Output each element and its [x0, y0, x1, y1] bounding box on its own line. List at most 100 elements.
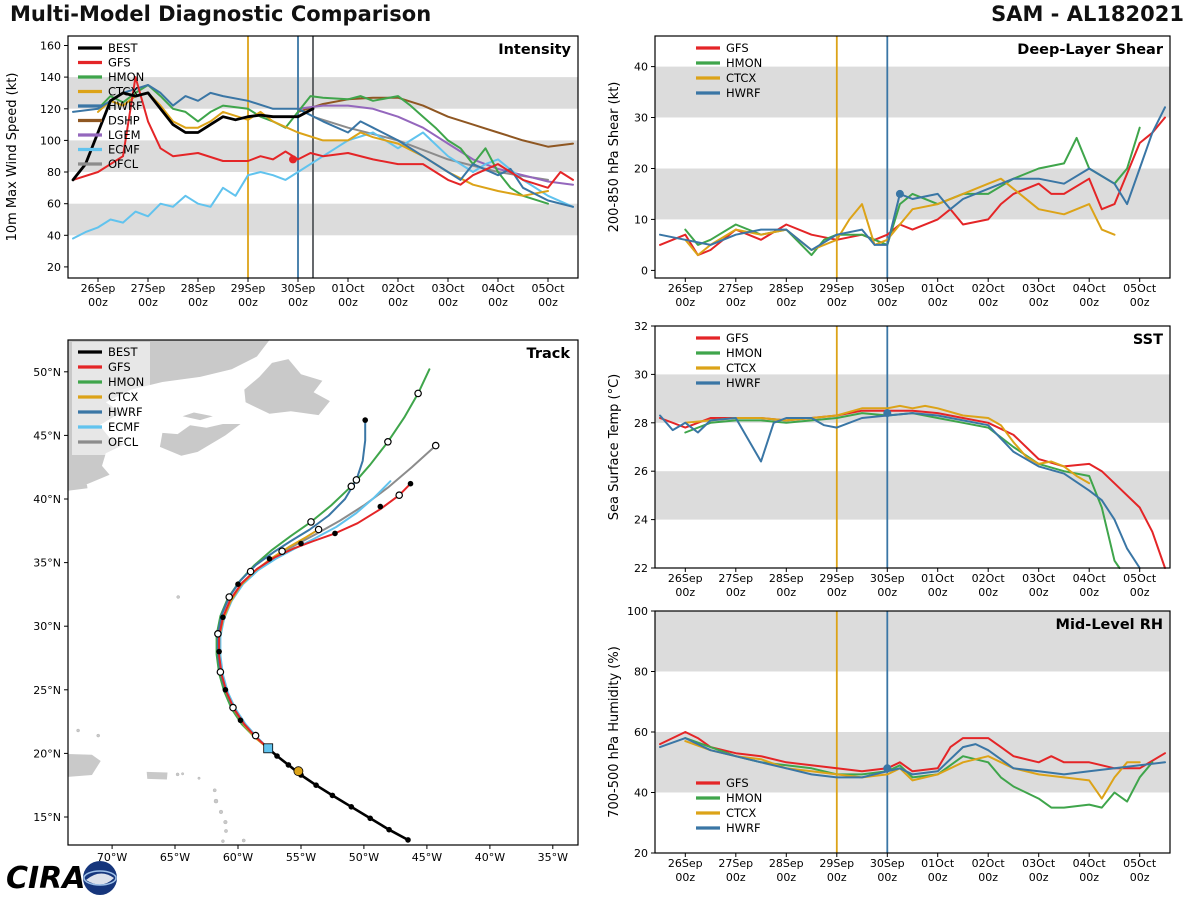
plot-frame	[654, 35, 1171, 279]
series-HWRF	[659, 737, 1166, 779]
svg-text:27Sep: 27Sep	[131, 282, 166, 295]
svg-text:00z: 00z	[88, 296, 108, 309]
svg-text:HWRF: HWRF	[108, 99, 143, 113]
svg-text:02Oct: 02Oct	[972, 572, 1006, 585]
svg-text:40°W: 40°W	[475, 851, 505, 864]
x-axis: 26Sep00z27Sep00z28Sep00z29Sep00z30Sep00z…	[668, 568, 1157, 599]
series-HMON	[684, 737, 1154, 809]
svg-text:29Sep: 29Sep	[231, 282, 266, 295]
svg-text:05Oct: 05Oct	[531, 282, 565, 295]
svg-text:26: 26	[634, 465, 648, 478]
plot-frame	[654, 325, 1171, 569]
series-HMON	[684, 412, 1121, 569]
svg-text:26Sep: 26Sep	[81, 282, 116, 295]
svg-text:03Oct: 03Oct	[1022, 857, 1056, 870]
svg-text:00z: 00z	[776, 586, 796, 599]
svg-text:140: 140	[40, 71, 61, 84]
svg-text:60: 60	[634, 726, 648, 739]
init-time-vlines	[835, 326, 889, 568]
svg-text:CTCX: CTCX	[726, 361, 756, 375]
svg-text:HWRF: HWRF	[726, 821, 761, 835]
svg-text:00z: 00z	[776, 296, 796, 309]
y-axis-label: 700-500 hPa Humidity (%)	[607, 646, 622, 818]
svg-text:HMON: HMON	[108, 375, 144, 389]
shade-bands	[655, 374, 1170, 520]
track-map: 15°N 20°N 25°N 30°N 35°N 40°N 45°N 50°N 70°W 65°W…	[33, 339, 579, 864]
svg-text:BEST: BEST	[108, 345, 138, 359]
init-time-vlines	[835, 36, 889, 278]
svg-text:DSHP: DSHP	[108, 114, 140, 128]
y-axis: 22 24 26 28 30 32	[634, 320, 655, 575]
svg-text:00z: 00z	[1079, 296, 1099, 309]
svg-text:GFS: GFS	[726, 41, 749, 55]
ocean	[68, 340, 578, 845]
lat-axis: 15°N 20°N 25°N 30°N 35°N 40°N 45°N 50°N	[33, 366, 68, 824]
svg-text:HMON: HMON	[726, 56, 762, 70]
svg-text:LGEM: LGEM	[108, 128, 141, 142]
svg-text:00z: 00z	[1029, 871, 1049, 884]
svg-text:01Oct: 01Oct	[331, 282, 365, 295]
svg-text:26Sep: 26Sep	[668, 857, 703, 870]
event-marker	[883, 764, 892, 773]
svg-text:HMON: HMON	[108, 70, 144, 84]
svg-text:20: 20	[47, 261, 61, 274]
svg-text:00z: 00z	[877, 871, 897, 884]
series-DSHP	[297, 96, 574, 148]
svg-text:30Sep: 30Sep	[870, 857, 905, 870]
svg-text:00z: 00z	[338, 296, 358, 309]
svg-text:120: 120	[40, 103, 61, 116]
svg-text:HMON: HMON	[726, 791, 762, 805]
svg-text:00z: 00z	[928, 586, 948, 599]
svg-text:29Sep: 29Sep	[819, 572, 854, 585]
cira-logo-graphic: CIRA	[6, 861, 117, 896]
event-marker	[895, 189, 904, 198]
series-GFS	[72, 76, 574, 189]
svg-text:45°N: 45°N	[33, 429, 61, 442]
svg-text:05Oct: 05Oct	[1123, 282, 1157, 295]
svg-text:00z: 00z	[188, 296, 208, 309]
series-BEST	[71, 91, 315, 182]
sst-panel: 22 24 26 28 30 32 26Sep 00z 27Sep 00z 28Sep 00z 29Se…	[600, 318, 1200, 610]
track-BEST	[266, 746, 410, 842]
svg-text:20: 20	[634, 847, 648, 860]
shear-panel: 0 10 20 30 40 26Sep 00z 27Sep 00z 28Sep 00z 29Sep 00…	[600, 28, 1200, 320]
svg-text:30Sep: 30Sep	[870, 572, 905, 585]
svg-text:32: 32	[634, 320, 648, 333]
svg-text:70°W: 70°W	[97, 851, 127, 864]
svg-text:29Sep: 29Sep	[819, 282, 854, 295]
cira-globe-ring	[83, 870, 117, 886]
x-axis: 26Sep00z27Sep00z28Sep00z29Sep00z30Sep00z…	[668, 853, 1157, 884]
cira-globe-swoosh	[86, 873, 114, 885]
series-ECMF	[72, 131, 574, 240]
svg-text:28Sep: 28Sep	[769, 857, 804, 870]
svg-text:00z: 00z	[1130, 586, 1150, 599]
svg-text:00z: 00z	[288, 296, 308, 309]
svg-text:55°W: 55°W	[286, 851, 316, 864]
x-axis: 26Sep00z27Sep00z28Sep00z29Sep00z30Sep00z…	[81, 278, 565, 309]
svg-text:02Oct: 02Oct	[972, 857, 1006, 870]
sst-chart: 22242628303226Sep00z27Sep00z28Sep00z29Se…	[607, 320, 1171, 599]
svg-text:02Oct: 02Oct	[381, 282, 415, 295]
svg-text:28Sep: 28Sep	[181, 282, 216, 295]
x-axis: 26Sep00z27Sep00z28Sep00z29Sep00z30Sep00z…	[668, 278, 1157, 309]
y-axis: 20 40 60 80 100 120 140 160	[40, 40, 68, 274]
series-LGEM	[297, 104, 574, 186]
svg-text:00z: 00z	[827, 871, 847, 884]
svg-text:01Oct: 01Oct	[921, 857, 955, 870]
svg-text:40: 40	[634, 787, 648, 800]
series-GFS	[659, 731, 1166, 773]
svg-text:00z: 00z	[138, 296, 158, 309]
panel-title: Deep-Layer Shear	[1017, 42, 1164, 58]
init-time-vlines	[835, 611, 889, 853]
svg-text:ECMF: ECMF	[108, 420, 140, 434]
svg-text:CTCX: CTCX	[726, 806, 756, 820]
svg-text:05Oct: 05Oct	[1123, 857, 1157, 870]
svg-text:00z: 00z	[726, 871, 746, 884]
svg-text:30Sep: 30Sep	[870, 282, 905, 295]
svg-text:03Oct: 03Oct	[1022, 282, 1056, 295]
svg-text:100: 100	[627, 605, 648, 618]
svg-text:27Sep: 27Sep	[718, 857, 753, 870]
svg-text:00z: 00z	[827, 586, 847, 599]
